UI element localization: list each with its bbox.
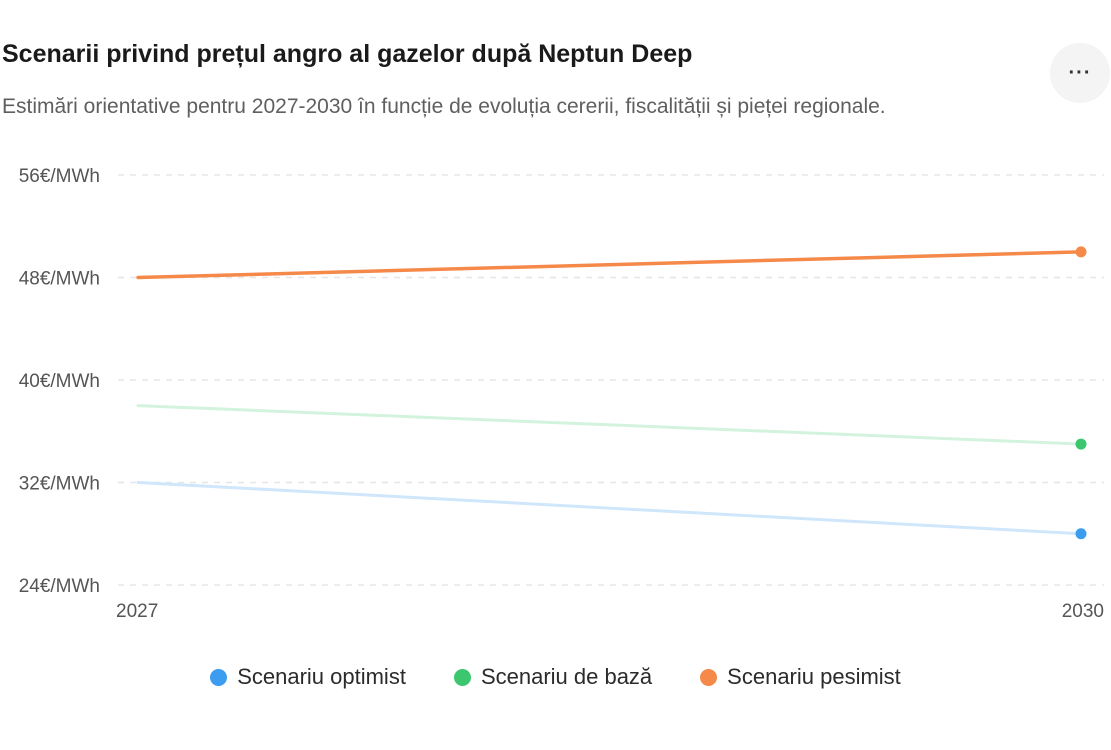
line-chart: 24€/MWh 32€/MWh 40€/MWh 48€/MWh 56€/MWh 2027 2… — [19, 166, 1104, 622]
y-tick-label: 40€/MWh — [19, 371, 100, 392]
series-line — [136, 404, 1083, 446]
chart-title: Scenarii privind prețul angro al gazelor… — [2, 40, 693, 68]
x-tick-label: 2030 — [1062, 601, 1104, 622]
legend-dot-icon — [210, 668, 228, 686]
y-tick-label: 32€/MWh — [19, 474, 100, 495]
legend-item[interactable]: Scenariu pesimist — [700, 664, 901, 690]
legend-dot-icon — [700, 668, 718, 686]
series-line — [136, 250, 1083, 280]
legend-item[interactable]: Scenariu optimist — [210, 664, 406, 690]
series-endpoint — [1075, 528, 1087, 540]
legend-label: Scenariu optimist — [237, 664, 406, 689]
legend-label: Scenariu pesimist — [727, 664, 901, 689]
series-endpoint — [1075, 246, 1087, 258]
legend-item[interactable]: Scenariu de bază — [453, 664, 653, 690]
legend-label: Scenariu de bază — [480, 664, 653, 689]
more-horizontal-icon: ··· — [1068, 61, 1092, 84]
y-tick-label: 48€/MWh — [19, 269, 100, 290]
more-options-button[interactable]: ··· — [1050, 43, 1110, 103]
chart-legend: Scenariu optimist Scenariu de bază Scenari… — [0, 664, 1111, 690]
legend-dot-icon — [453, 668, 471, 686]
y-tick-label: 24€/MWh — [19, 576, 100, 597]
y-tick-label: 56€/MWh — [19, 166, 100, 187]
series-line — [136, 481, 1083, 536]
x-tick-label: 2027 — [116, 601, 158, 622]
chart-subtitle: Estimări orientative pentru 2027-2030 în… — [2, 95, 886, 118]
series-endpoint — [1075, 438, 1087, 450]
